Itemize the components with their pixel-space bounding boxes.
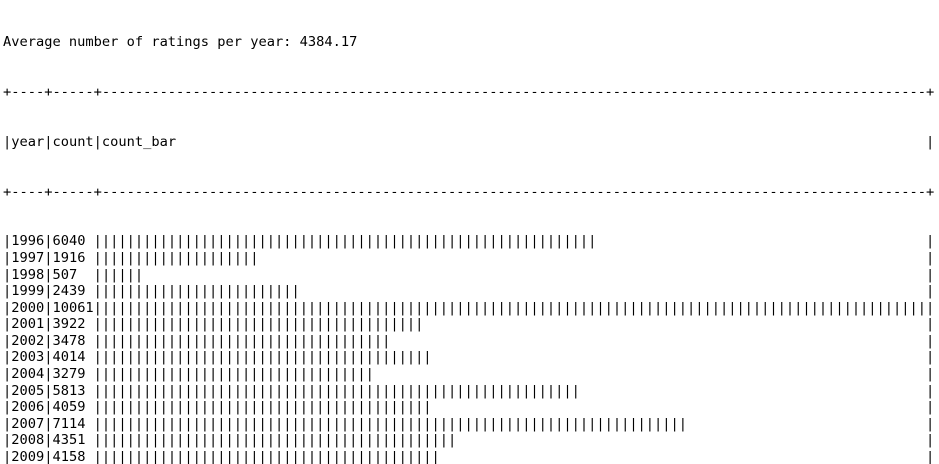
- table-row: |2000|10061|||||||||||||||||||||||||||||…: [3, 299, 935, 316]
- row-count-bar: |||||: [101, 266, 144, 283]
- row-year: 2002: [11, 332, 45, 349]
- table-border-top: +----+-----+----------------------------…: [3, 83, 935, 100]
- row-count: 1916: [52, 249, 86, 266]
- row-count-bar: ||||||||||||||||||||||||||||||||||||||||…: [101, 233, 597, 250]
- table-body: |1996|6040 |||||||||||||||||||||||||||||…: [3, 233, 939, 464]
- row-count-bar: |||||||||||||||||||||||||||||||||||||||: [101, 316, 424, 333]
- summary-label: Average number of ratings per year:: [3, 34, 292, 51]
- row-count-bar: ||||||||||||||||||||||||||||||||||||||||…: [101, 299, 926, 316]
- row-count-bar: |||||||||||||||||||||||||||||||||||: [101, 332, 391, 349]
- row-year: 1998: [11, 266, 45, 283]
- row-count: 4014: [52, 349, 86, 366]
- row-count: 5813: [52, 382, 86, 399]
- row-count-bar: ||||||||||||||||||||||||||||||||||||||||: [101, 349, 432, 366]
- table-row: |2006|4059 |||||||||||||||||||||||||||||…: [3, 399, 935, 416]
- table-row: |1998|507 |||||| |: [3, 266, 935, 283]
- row-count: 6040: [52, 233, 86, 250]
- table-row: |2005|5813 |||||||||||||||||||||||||||||…: [3, 382, 935, 399]
- row-count: 4351: [52, 432, 86, 449]
- table-row: |2008|4351 |||||||||||||||||||||||||||||…: [3, 432, 935, 449]
- table-row: |2003|4014 |||||||||||||||||||||||||||||…: [3, 349, 935, 366]
- summary-value: 4384.17: [299, 34, 358, 51]
- row-count-bar: ||||||||||||||||||||||||: [101, 283, 300, 300]
- row-count: 7114: [52, 415, 86, 432]
- table-border-header: +----+-----+----------------------------…: [3, 183, 935, 200]
- row-count: 507: [52, 266, 78, 283]
- row-year: 2003: [11, 349, 45, 366]
- row-count-bar: ||||||||||||||||||||||||||||||||||||||||…: [101, 415, 688, 432]
- table-row: |1997|1916 |||||||||||||||||||| |: [3, 249, 935, 266]
- row-year: 2005: [11, 382, 45, 399]
- table-row: |2001|3922 |||||||||||||||||||||||||||||…: [3, 316, 935, 333]
- table-row: |1996|6040 |||||||||||||||||||||||||||||…: [3, 233, 935, 250]
- table-row: |2009|4158 |||||||||||||||||||||||||||||…: [3, 449, 935, 464]
- header-year: year: [11, 133, 45, 150]
- row-year: 2007: [11, 415, 45, 432]
- row-count: 2439: [52, 283, 86, 300]
- header-pad: |: [176, 133, 935, 150]
- header-count-bar: count_bar: [101, 133, 177, 150]
- row-count: 3478: [52, 332, 86, 349]
- row-count-bar: |||||||||||||||||||: [101, 249, 259, 266]
- row-count: 4158: [52, 449, 86, 464]
- header-count: count: [52, 133, 94, 150]
- row-count: 4059: [52, 399, 86, 416]
- table-row: |1999|2439 ||||||||||||||||||||||||| |: [3, 283, 935, 300]
- row-year: 1997: [11, 249, 45, 266]
- row-count: 3922: [52, 316, 86, 333]
- row-year: 2006: [11, 399, 45, 416]
- row-count-bar: |||||||||||||||||||||||||||||||||: [101, 366, 374, 383]
- row-count-bar: ||||||||||||||||||||||||||||||||||||||||…: [101, 432, 457, 449]
- table-row: |2002|3478 |||||||||||||||||||||||||||||…: [3, 332, 935, 349]
- row-year: 2008: [11, 432, 45, 449]
- row-count-bar: ||||||||||||||||||||||||||||||||||||||||: [101, 399, 432, 416]
- row-count: 10061: [52, 299, 94, 316]
- row-year: 2009: [11, 449, 45, 464]
- table-header-row: |year|count|count_bar |: [3, 133, 935, 150]
- row-year: 1999: [11, 283, 45, 300]
- row-count: 3279: [52, 366, 86, 383]
- row-year: 2001: [11, 316, 45, 333]
- row-year: 2000: [11, 299, 45, 316]
- summary-line: Average number of ratings per year: 4384…: [3, 34, 939, 51]
- row-year: 2004: [11, 366, 45, 383]
- row-count-bar: ||||||||||||||||||||||||||||||||||||||||…: [101, 382, 580, 399]
- table-row: |2007|7114 |||||||||||||||||||||||||||||…: [3, 415, 935, 432]
- row-year: 1996: [11, 233, 45, 250]
- row-count-bar: ||||||||||||||||||||||||||||||||||||||||…: [101, 449, 440, 464]
- table-row: |2004|3279 |||||||||||||||||||||||||||||…: [3, 366, 935, 383]
